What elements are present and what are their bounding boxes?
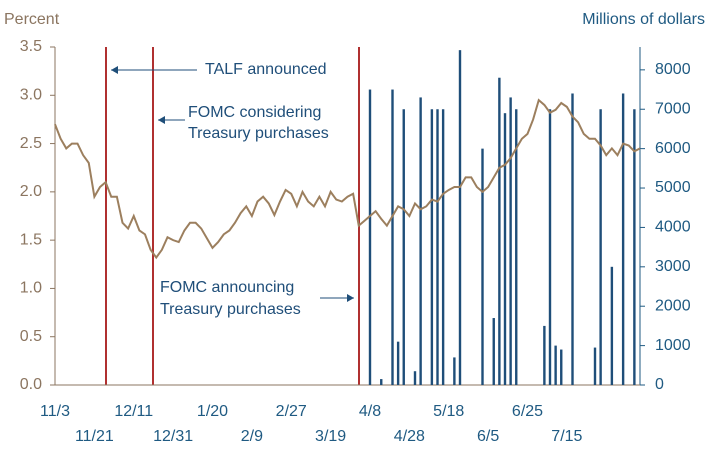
bar bbox=[413, 371, 417, 385]
y2-tick-label: 0 bbox=[655, 376, 664, 393]
x-tick-label: 12/31 bbox=[153, 428, 193, 445]
x-tick-label: 12/11 bbox=[114, 403, 153, 420]
bar bbox=[571, 93, 574, 385]
y-axis-label: Percent bbox=[4, 11, 60, 28]
bar bbox=[593, 347, 597, 385]
bar bbox=[509, 97, 512, 385]
y2-tick-label: 2000 bbox=[655, 297, 691, 314]
y-tick-label: 2.0 bbox=[20, 183, 42, 200]
y2-axis-label: Millions of dollars bbox=[582, 11, 705, 28]
bar bbox=[515, 109, 518, 385]
y2-tick-label: 8000 bbox=[655, 61, 691, 78]
arrow-head bbox=[347, 294, 354, 302]
arrow-head bbox=[158, 116, 165, 124]
bar bbox=[368, 89, 372, 385]
bar bbox=[498, 77, 501, 386]
bar bbox=[453, 357, 456, 385]
bar bbox=[543, 325, 546, 385]
bar bbox=[402, 109, 405, 385]
event-lines bbox=[105, 47, 360, 385]
line bbox=[54, 98, 641, 260]
y2-tick-label: 3000 bbox=[655, 258, 691, 275]
annotation: Treasury purchases bbox=[188, 125, 329, 142]
y-tick-label: 0.0 bbox=[20, 376, 42, 393]
x-tick-label: 11/21 bbox=[75, 428, 114, 445]
bar bbox=[503, 113, 507, 385]
bar bbox=[380, 379, 383, 385]
y-tick-label: 0.5 bbox=[20, 328, 42, 345]
annotation: TALF announced bbox=[205, 61, 327, 78]
x-tick-label: 4/28 bbox=[394, 428, 425, 445]
x-tick-label: 1/20 bbox=[197, 403, 228, 420]
annotation: FOMC announcing bbox=[160, 279, 294, 296]
bar bbox=[599, 109, 602, 385]
bar bbox=[610, 266, 614, 385]
x-tick-label: 3/19 bbox=[315, 428, 346, 445]
bar bbox=[436, 109, 439, 385]
annotations: TALF announced FOMC considering Treasury… bbox=[111, 61, 354, 318]
y2-tick-label: 6000 bbox=[655, 140, 691, 157]
x-tick-label: 7/15 bbox=[551, 428, 582, 445]
y2-tick-label: 7000 bbox=[655, 100, 691, 117]
bar bbox=[481, 148, 484, 385]
y2-tick-label: 1000 bbox=[655, 337, 691, 354]
y-tick-label: 3.5 bbox=[20, 38, 42, 55]
y2-tick-label: 5000 bbox=[655, 179, 691, 196]
y-tick-label: 2.5 bbox=[20, 135, 42, 152]
x-tick-label: 2/9 bbox=[241, 428, 263, 445]
bar bbox=[441, 109, 445, 385]
bar bbox=[458, 50, 462, 385]
bar bbox=[548, 109, 552, 385]
bar bbox=[396, 341, 400, 385]
bar bbox=[633, 109, 636, 385]
y-tick-label: 1.5 bbox=[20, 231, 42, 248]
x-tick-label: 6/5 bbox=[477, 428, 499, 445]
arrow-head bbox=[111, 66, 118, 74]
annotation: Treasury purchases bbox=[160, 301, 301, 318]
bar bbox=[621, 93, 625, 385]
x-tick-label: 11/3 bbox=[40, 403, 70, 420]
y-tick-label: 3.0 bbox=[20, 87, 42, 104]
y2-tick-label: 4000 bbox=[655, 219, 691, 236]
x-tick-label: 4/8 bbox=[359, 403, 381, 420]
bar bbox=[391, 89, 394, 385]
bar bbox=[419, 97, 422, 385]
y-tick-label: 1.0 bbox=[20, 280, 42, 297]
x-tick-label: 2/27 bbox=[276, 403, 307, 420]
bar bbox=[430, 109, 434, 385]
x-tick-label: 6/25 bbox=[512, 403, 543, 420]
annotation: FOMC considering bbox=[188, 104, 321, 121]
bar bbox=[560, 349, 563, 385]
x-tick-label: 5/18 bbox=[433, 403, 464, 420]
bar bbox=[492, 318, 495, 385]
bar bbox=[554, 345, 557, 385]
